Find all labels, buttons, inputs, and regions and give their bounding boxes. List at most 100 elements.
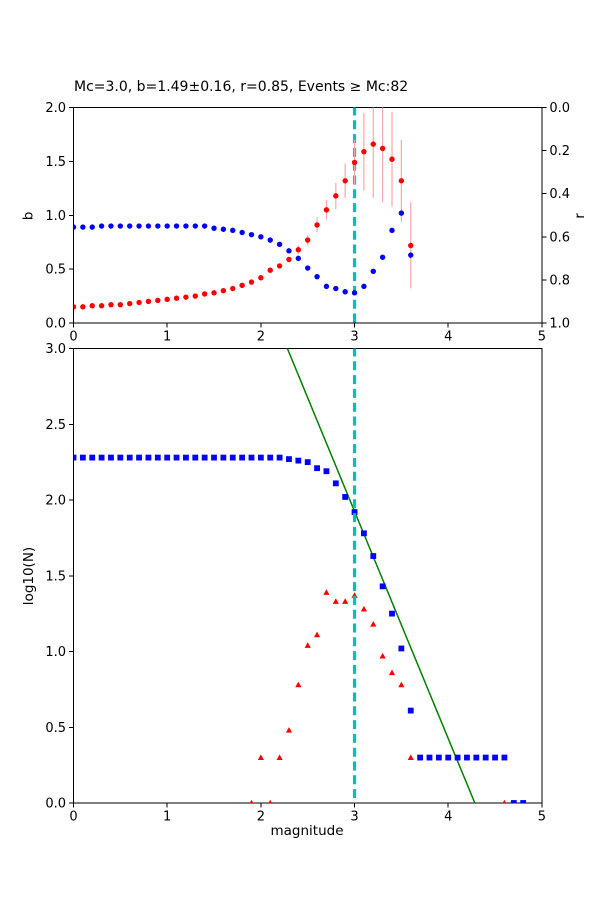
r-point (80, 304, 86, 310)
r-point (239, 282, 245, 288)
cumulative-point (501, 754, 508, 761)
incremental-point (407, 754, 414, 760)
cumulative-point (510, 800, 517, 803)
cumulative-point (482, 754, 489, 761)
cumulative-point (267, 454, 274, 461)
top-right-y-tick-label: 0.4 (549, 187, 570, 202)
r-point (323, 207, 330, 213)
top-right-y-tick-label: 0.0 (549, 101, 570, 116)
b-point (398, 210, 405, 216)
top-left-y-tick-label: 2.0 (45, 101, 66, 116)
top-plot-area (73, 107, 414, 323)
cumulative-point (473, 754, 480, 761)
r-point (183, 294, 189, 300)
incremental-point (268, 799, 272, 803)
top-left-y-tick-label: 1.0 (45, 209, 66, 224)
r-point (342, 178, 348, 184)
bottom-x-tick-label: 1 (163, 810, 171, 825)
bottom-axes-frame (73, 348, 543, 804)
b-point (323, 283, 330, 290)
r-point (220, 287, 227, 294)
b-point (248, 231, 255, 238)
cumulative-point (323, 468, 330, 475)
top-right-y-tick-label: 0.6 (549, 230, 570, 245)
cumulative-point (136, 454, 142, 461)
cumulative-point (73, 454, 77, 461)
cumulative-point (351, 509, 358, 516)
r-point (351, 159, 358, 166)
b-point (117, 223, 124, 229)
incremental-point (257, 754, 264, 760)
r-point (98, 303, 105, 309)
top-x-tick-label: 5 (538, 330, 546, 345)
bottom-y-tick-label: 1.0 (45, 645, 66, 660)
incremental-point (323, 589, 330, 595)
r-point (333, 193, 339, 199)
plot-title: Mc=3.0, b=1.49±0.16, r=0.85, Events ≥ Mc… (74, 79, 409, 95)
cumulative-point (201, 454, 208, 461)
cumulative-point (229, 454, 236, 461)
cumulative-point (389, 610, 395, 617)
cumulative-point (332, 480, 339, 487)
b-point (155, 223, 161, 229)
r-point (73, 304, 77, 310)
cumulative-point (164, 454, 171, 461)
cumulative-point (379, 583, 386, 590)
cumulative-point (98, 454, 105, 461)
b-point (276, 241, 283, 248)
cumulative-point (492, 754, 498, 761)
top-x-tick-label: 2 (257, 330, 265, 345)
top-left-y-tick-label: 0.0 (45, 317, 66, 332)
cumulative-point (126, 454, 133, 461)
b-point (389, 227, 395, 234)
cumulative-point (295, 457, 302, 464)
y-axis-label-log10n: log10(N) (21, 546, 37, 606)
bottom-y-tick-label: 0.5 (45, 721, 66, 736)
bottom-x-tick-label: 3 (350, 810, 358, 825)
incremental-point (398, 681, 405, 688)
top-x-tick-label: 1 (163, 330, 171, 345)
incremental-point (370, 621, 377, 627)
r-point (248, 279, 255, 285)
r-point (267, 267, 273, 273)
b-point (183, 223, 189, 229)
top-x-tick-label: 0 (69, 330, 77, 345)
top-axes-frame (73, 107, 543, 324)
cumulative-point (435, 754, 442, 761)
b-point (333, 285, 339, 292)
r-point (136, 299, 142, 306)
r-point (173, 295, 180, 301)
b-point (314, 273, 320, 280)
cumulative-point (520, 800, 527, 803)
incremental-point (342, 598, 349, 604)
bottom-y-tick-label: 2.5 (45, 418, 66, 433)
cumulative-point (117, 454, 124, 461)
cumulative-point (211, 454, 217, 461)
bottom-y-tick-label: 0.0 (45, 797, 66, 812)
cumulative-point (445, 754, 452, 761)
r-point (361, 148, 367, 155)
r-point (398, 178, 405, 184)
incremental-point (379, 652, 386, 659)
incremental-point (304, 642, 311, 648)
r-point (389, 156, 395, 162)
cumulative-point (342, 494, 349, 500)
top-left-y-tick-label: 0.5 (45, 263, 66, 278)
cumulative-point (407, 707, 414, 714)
incremental-point (295, 681, 302, 688)
b-point (145, 223, 152, 229)
b-point (258, 234, 264, 240)
cumulative-point (183, 454, 189, 461)
bottom-x-tick-label: 4 (444, 810, 452, 825)
r-point (230, 285, 236, 292)
cumulative-point (89, 454, 96, 461)
cumulative-point (276, 454, 283, 461)
top-right-y-tick-label: 0.8 (549, 273, 570, 288)
r-point (108, 301, 114, 308)
b-point (164, 223, 170, 229)
cumulative-point (257, 454, 264, 461)
b-point (136, 223, 142, 229)
cumulative-point (361, 530, 367, 537)
bottom-x-tick-label: 2 (257, 810, 265, 825)
